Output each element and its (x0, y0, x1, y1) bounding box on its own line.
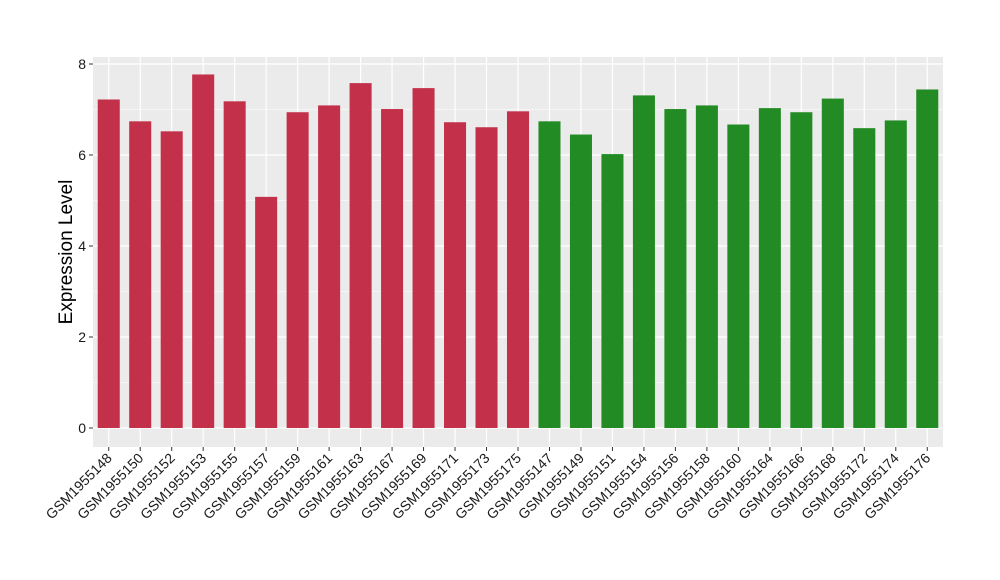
y-axis: 0 2 4 6 8 (78, 56, 93, 436)
bar-GSM1955158 (695, 105, 718, 428)
bar-GSM1955153 (192, 74, 215, 428)
bars (97, 74, 939, 429)
bar-GSM1955166 (790, 112, 813, 428)
bar-GSM1955160 (727, 124, 750, 428)
bar-GSM1955148 (97, 99, 120, 429)
bar-GSM1955152 (160, 131, 183, 428)
x-axis: GSM1955148GSM1955150GSM1955152GSM1955153… (42, 447, 934, 522)
bar-GSM1955155 (223, 101, 246, 428)
bar-GSM1955163 (349, 83, 372, 429)
bar-GSM1955161 (318, 105, 341, 428)
bar-GSM1955172 (853, 128, 876, 428)
bar-GSM1955147 (538, 121, 561, 428)
y-tick-label: 2 (78, 329, 86, 345)
bar-GSM1955149 (569, 134, 592, 428)
bar-GSM1955175 (506, 111, 530, 428)
bar-GSM1955176 (916, 89, 939, 428)
bar-GSM1955174 (884, 120, 907, 429)
bar-GSM1955169 (412, 88, 435, 429)
bar-GSM1955164 (758, 108, 781, 428)
bar-GSM1955159 (286, 112, 309, 428)
y-tick-label: 4 (78, 238, 86, 254)
bar-GSM1955150 (129, 121, 152, 428)
bar-GSM1955156 (664, 109, 687, 429)
bar-GSM1955154 (632, 95, 655, 429)
bar-GSM1955157 (255, 196, 278, 428)
bar-GSM1955173 (475, 127, 498, 429)
y-tick-label: 0 (78, 420, 86, 436)
bar-GSM1955167 (381, 109, 404, 429)
y-tick-label: 6 (78, 147, 86, 163)
bar-GSM1955171 (444, 122, 467, 429)
bar-GSM1955151 (601, 154, 624, 428)
y-tick-label: 8 (78, 56, 86, 72)
y-axis-title: Expression Level (56, 180, 77, 325)
bar-GSM1955168 (821, 98, 844, 428)
